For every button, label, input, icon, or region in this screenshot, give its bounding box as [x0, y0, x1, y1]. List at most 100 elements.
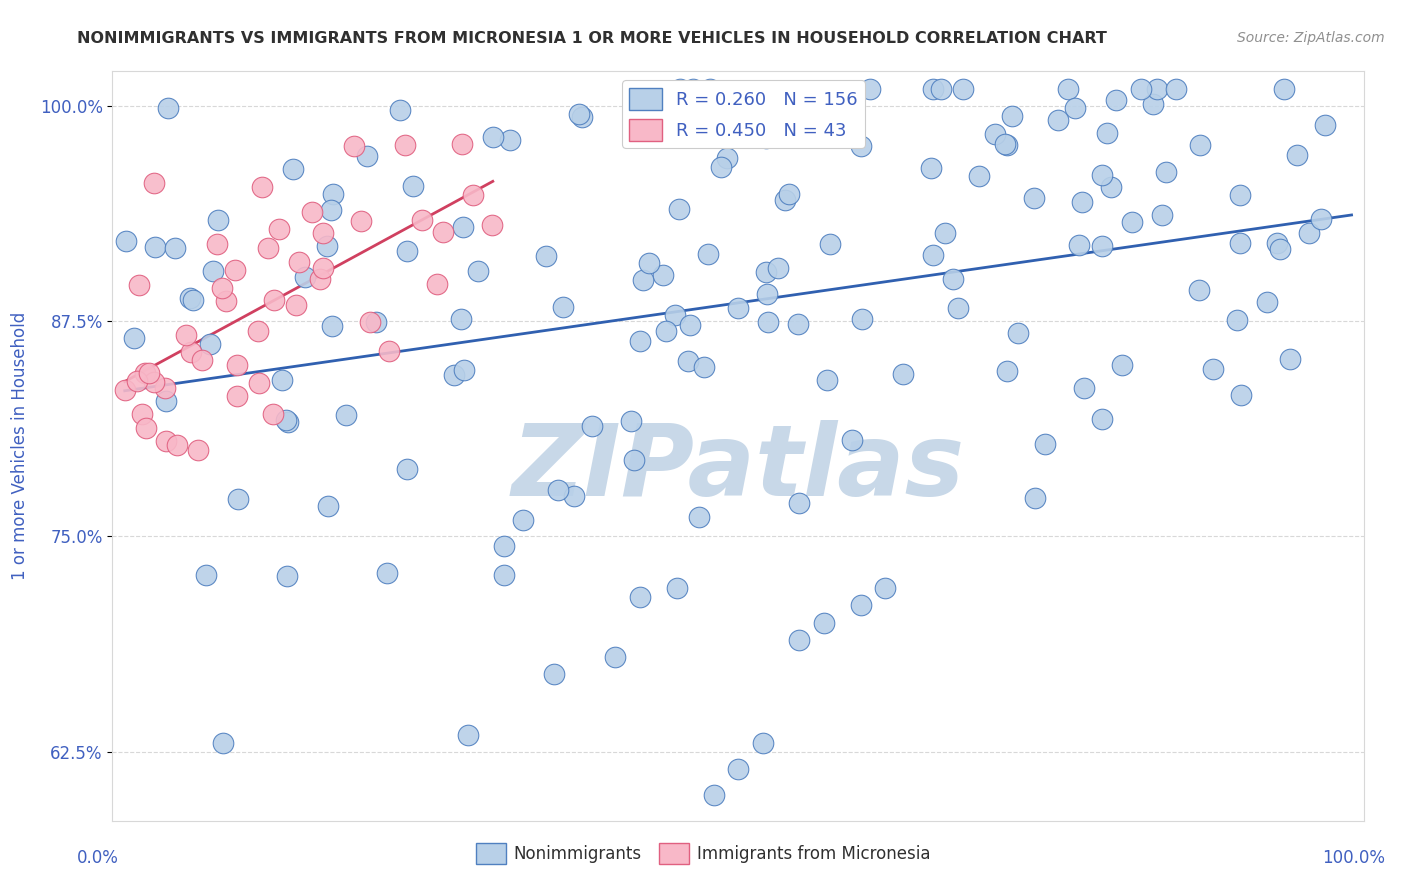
Point	[1064, 101, 1087, 115]
Point	[1272, 81, 1295, 95]
Point	[226, 389, 249, 403]
Point	[755, 286, 778, 301]
Point	[697, 247, 720, 261]
Point	[1226, 313, 1249, 327]
Point	[301, 205, 323, 219]
Point	[942, 272, 965, 286]
Point	[432, 225, 454, 239]
Point	[1146, 81, 1168, 95]
Point	[1265, 235, 1288, 250]
Point	[638, 255, 661, 269]
Point	[166, 438, 188, 452]
Point	[995, 363, 1018, 377]
Text: NONIMMIGRANTS VS IMMIGRANTS FROM MICRONESIA 1 OR MORE VEHICLES IN HOUSEHOLD CORR: NONIMMIGRANTS VS IMMIGRANTS FROM MICRONE…	[77, 31, 1107, 46]
Point	[849, 599, 872, 613]
Point	[920, 161, 942, 175]
Point	[125, 375, 148, 389]
Point	[461, 188, 484, 202]
Point	[727, 301, 749, 316]
Point	[411, 213, 433, 227]
Point	[787, 495, 810, 509]
Point	[1229, 235, 1251, 250]
Point	[813, 615, 835, 630]
Point	[922, 248, 945, 262]
Point	[637, 122, 659, 136]
Point	[467, 264, 489, 278]
Point	[1164, 81, 1187, 95]
Point	[257, 242, 280, 256]
Point	[679, 318, 702, 332]
Point	[994, 136, 1017, 151]
Point	[211, 281, 233, 295]
Point	[703, 788, 725, 802]
Point	[676, 354, 699, 368]
Point	[1095, 126, 1118, 140]
Point	[247, 376, 270, 391]
Point	[651, 268, 673, 283]
Point	[682, 115, 704, 129]
Point	[952, 81, 974, 95]
Point	[176, 328, 198, 343]
Point	[543, 667, 565, 681]
Legend: R = 0.260   N = 156, R = 0.450   N = 43: R = 0.260 N = 156, R = 0.450 N = 43	[621, 80, 865, 148]
Point	[492, 567, 515, 582]
Point	[751, 736, 773, 750]
Point	[756, 315, 779, 329]
Point	[350, 213, 373, 227]
Point	[1189, 138, 1212, 153]
Point	[547, 483, 569, 497]
Point	[682, 81, 704, 95]
Point	[668, 202, 690, 217]
Point	[157, 101, 180, 115]
Point	[778, 187, 800, 202]
Point	[482, 130, 505, 145]
Point	[269, 222, 291, 236]
Point	[818, 237, 841, 252]
Point	[312, 226, 335, 240]
Point	[620, 414, 643, 428]
Point	[815, 373, 838, 387]
Point	[181, 293, 204, 307]
Point	[1188, 283, 1211, 297]
Point	[364, 315, 387, 329]
Point	[394, 137, 416, 152]
Point	[967, 169, 990, 183]
Point	[571, 110, 593, 124]
Point	[212, 736, 235, 750]
Point	[1091, 411, 1114, 425]
Point	[1007, 326, 1029, 340]
Point	[859, 81, 882, 95]
Point	[284, 298, 307, 312]
Point	[343, 139, 366, 153]
Point	[1150, 208, 1173, 222]
Point	[225, 358, 247, 372]
Point	[1105, 94, 1128, 108]
Point	[207, 213, 229, 227]
Point	[1001, 109, 1024, 123]
Point	[1229, 188, 1251, 202]
Point	[388, 103, 411, 117]
Point	[1229, 387, 1251, 401]
Point	[135, 421, 157, 435]
Point	[321, 202, 343, 217]
Point	[623, 452, 645, 467]
Point	[262, 407, 284, 421]
Point	[453, 219, 475, 234]
Point	[1069, 238, 1091, 252]
Point	[1142, 97, 1164, 112]
Point	[115, 234, 138, 248]
Point	[1154, 165, 1177, 179]
Point	[534, 249, 557, 263]
Point	[1313, 118, 1336, 132]
Point	[1298, 227, 1320, 241]
Point	[1033, 437, 1056, 451]
Point	[562, 489, 585, 503]
Point	[934, 226, 956, 240]
Text: Source: ZipAtlas.com: Source: ZipAtlas.com	[1237, 31, 1385, 45]
Point	[356, 149, 378, 163]
Point	[628, 334, 651, 348]
Point	[288, 255, 311, 269]
Point	[1099, 180, 1122, 194]
Point	[693, 360, 716, 375]
Point	[669, 81, 692, 95]
